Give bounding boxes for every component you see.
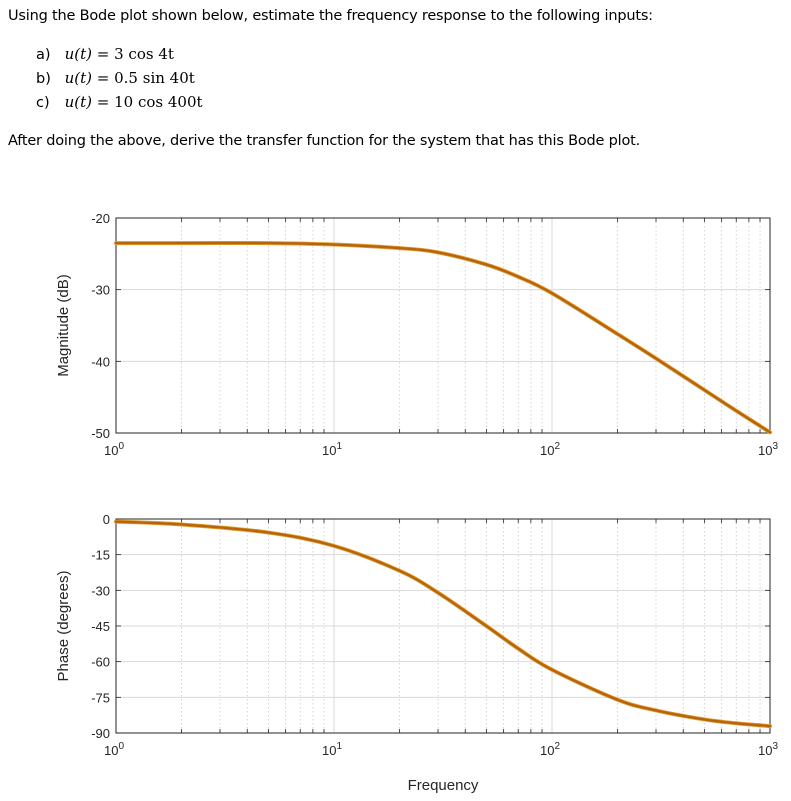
item-lhs: u(t) (64, 93, 93, 111)
x-tick-label: 100 (104, 741, 124, 758)
question-outro: After doing the above, derive the transf… (8, 133, 641, 149)
item-lhs: u(t) (64, 69, 93, 87)
question-item-b: b) u(t) = 0.5 sin 40t (36, 69, 195, 87)
item-label: b) (36, 71, 51, 87)
y-tick-label: -40 (91, 354, 110, 369)
x-tick-label: 103 (758, 441, 778, 458)
magnitude-plot: 100 101 102 103 -20 -30 -40 -50 Magnitude (dB) (55, 211, 778, 458)
item-label: a) (36, 47, 51, 63)
phase-plot: 100 101 102 103 0 -15 -30 -45 -60 -75 -90 Phase (de… (55, 512, 778, 794)
y-tick-label: -50 (91, 426, 110, 441)
item-rhs: = 3 cos 4t (92, 45, 174, 63)
x-tick-label: 102 (540, 741, 560, 758)
item-label: c) (36, 95, 50, 111)
axes-box (115, 518, 771, 734)
question-intro: Using the Bode plot shown below, estimat… (8, 8, 653, 24)
x-tick-label: 101 (322, 441, 342, 458)
y-tick-label: -15 (91, 548, 110, 563)
item-lhs: u(t) (64, 45, 93, 63)
y-tick-label: -20 (91, 211, 110, 226)
y-tick-label: 0 (103, 512, 110, 527)
x-tick-label: 102 (540, 441, 560, 458)
response-curve (114, 241, 772, 434)
y-tick-label: -75 (91, 690, 110, 705)
y-tick-label: -90 (91, 726, 110, 741)
item-rhs: = 10 cos 400t (92, 93, 203, 111)
y-tick-label: -30 (91, 283, 110, 298)
question-item-c: c) u(t) = 10 cos 400t (36, 93, 203, 111)
x-tick-label: 100 (104, 441, 124, 458)
question-item-a: a) u(t) = 3 cos 4t (36, 45, 174, 63)
curve-glow (114, 240, 772, 435)
curve-glow (114, 519, 772, 729)
y-tick-label: -30 (91, 583, 110, 598)
x-axis-label: Frequency (408, 777, 479, 794)
y-axis-label: Magnitude (dB) (55, 274, 72, 377)
y-tick-label: -60 (91, 655, 110, 670)
x-tick-label: 101 (322, 741, 342, 758)
axes-box (115, 217, 771, 434)
item-rhs: = 0.5 sin 40t (92, 69, 195, 87)
y-axis-label: Phase (degrees) (55, 571, 72, 682)
y-tick-label: -45 (91, 619, 110, 634)
x-tick-label: 103 (758, 741, 778, 758)
response-curve (114, 520, 772, 728)
